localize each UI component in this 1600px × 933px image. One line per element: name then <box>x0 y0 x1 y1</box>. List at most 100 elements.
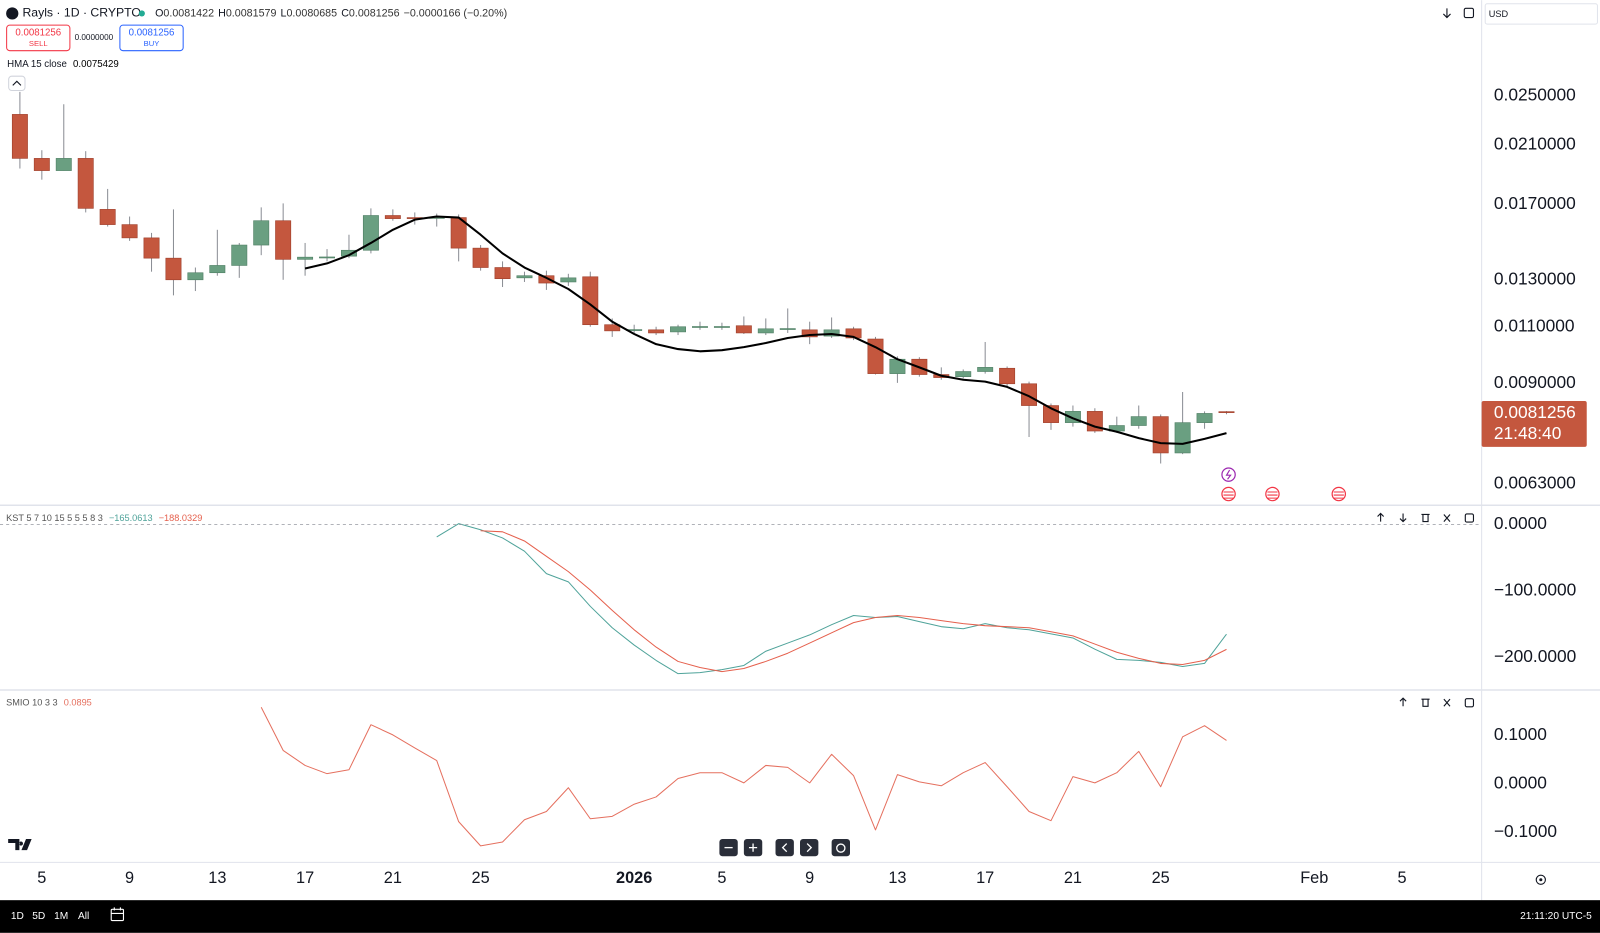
ohlc-value: 0.0081422 <box>163 7 214 19</box>
candle-body <box>692 326 708 328</box>
y-tick-label: 0.0250000 <box>1494 85 1576 105</box>
buy-button[interactable] <box>119 24 184 52</box>
x-tick-label: Feb <box>1300 869 1328 887</box>
y-tick-label: 0.1000 <box>1494 724 1547 744</box>
x-tick-label: 25 <box>472 869 490 887</box>
y-tick-label: 0.0000 <box>1494 772 1547 792</box>
event-glyph <box>1225 469 1232 480</box>
y-tick-label: −0.1000 <box>1494 821 1557 841</box>
candle-body <box>779 328 796 330</box>
y-tick-label: 0.0110000 <box>1494 316 1575 336</box>
y-tick-label: 0.0063000 <box>1494 472 1576 492</box>
indicator-line <box>480 530 1227 673</box>
x-tick-label: 2026 <box>616 869 652 887</box>
smio-controls[interactable] <box>1399 697 1475 708</box>
candle-body <box>801 329 818 338</box>
x-tick-label: 25 <box>1152 869 1170 887</box>
candle-body <box>560 277 577 283</box>
navigation[interactable] <box>719 838 850 857</box>
candle-body <box>187 272 204 281</box>
candle-body <box>713 326 730 328</box>
legend-value: −165.0613 <box>109 513 153 523</box>
sell-price: 0.0081256 <box>15 27 61 38</box>
y-tick-label: −100.0000 <box>1494 580 1576 600</box>
range-button[interactable]: 1M <box>54 911 68 922</box>
x-tick-label: 5 <box>37 869 46 887</box>
legend-title: SMIO 10 3 3 <box>6 698 58 708</box>
legend-title: HMA 15 close <box>7 59 67 70</box>
axis-settings[interactable] <box>1535 874 1546 885</box>
ohlc-value: 0.0080685 <box>286 7 337 19</box>
calendar-glyph <box>111 907 124 914</box>
x-tick-label: 17 <box>976 869 994 887</box>
collapse-icon <box>12 80 22 86</box>
kst-controls[interactable] <box>1377 512 1475 523</box>
symbol-logo[interactable] <box>6 7 19 20</box>
indicator-line <box>260 707 1227 847</box>
smio-pane <box>260 707 1227 847</box>
x-tick-label: 13 <box>208 869 226 887</box>
candle-body <box>143 237 160 259</box>
ohlc-change: −0.0000166 (−0.20%) <box>404 7 508 19</box>
range-button[interactable]: All <box>78 911 89 922</box>
axis-settings-dot <box>1539 878 1543 882</box>
x-tick-label: 13 <box>888 869 906 887</box>
candle-body <box>757 328 774 334</box>
candle-body <box>1064 411 1081 423</box>
economic-event[interactable] <box>1265 486 1280 502</box>
candle-body <box>121 224 138 239</box>
candle-body <box>823 329 840 337</box>
currency-box[interactable] <box>1484 3 1598 25</box>
economic-event[interactable] <box>1221 486 1236 502</box>
candle-body <box>1021 383 1038 406</box>
candle-body <box>582 276 599 326</box>
economic-event[interactable] <box>1331 486 1347 502</box>
candle-body <box>538 275 555 284</box>
ohlc-legend: O0.0081422 H0.0081579 L0.0080685 C0.0081256… <box>155 7 507 19</box>
candle-body <box>604 324 621 332</box>
candle-body <box>1152 416 1169 454</box>
kst-pane <box>436 523 1227 675</box>
brand-logo[interactable] <box>8 838 32 851</box>
legend-value: −188.0329 <box>159 513 203 523</box>
candle-body <box>1218 411 1235 413</box>
download-icon[interactable] <box>1442 8 1451 19</box>
collapse-legend[interactable] <box>8 75 26 91</box>
legend-value: 0.0895 <box>64 698 92 708</box>
candle-body <box>319 256 335 259</box>
x-tick-label: 21 <box>384 869 402 887</box>
x-tick-label: 9 <box>805 869 814 887</box>
x-tick-label: 5 <box>717 869 726 887</box>
bottom-toolbar <box>0 900 1600 933</box>
ohlc-key: O <box>155 7 163 19</box>
candle-body <box>33 158 50 171</box>
sell-button[interactable] <box>6 24 71 52</box>
candle-body <box>209 265 226 274</box>
candle-body <box>165 257 182 281</box>
indicator-line <box>436 523 1227 675</box>
y-tick-label: 0.0170000 <box>1494 193 1576 213</box>
candle-body <box>955 371 972 377</box>
range-button[interactable]: 1D <box>11 911 24 922</box>
candle-body <box>670 326 686 333</box>
candle-body <box>494 267 511 280</box>
x-tick-label: 21 <box>1064 869 1082 887</box>
clock[interactable]: 21:11:20 UTC-5 <box>1520 911 1592 922</box>
ohlc-key: H <box>218 7 226 19</box>
y-tick-label: −200.0000 <box>1494 646 1576 666</box>
candle-body <box>516 275 533 279</box>
fullscreen-icon[interactable] <box>1463 7 1475 19</box>
candle-body <box>231 244 248 266</box>
goto-date[interactable] <box>110 908 125 922</box>
candle-body <box>472 247 489 268</box>
candle-body <box>275 220 292 260</box>
spread: 0.0000000 <box>75 33 114 42</box>
buy-price: 0.0081256 <box>129 27 175 38</box>
candle-body <box>648 329 665 334</box>
x-tick-label: 5 <box>1397 869 1406 887</box>
symbol-title[interactable]: Rayls · 1D · CRYPTO <box>22 6 141 20</box>
y-tick-label: 0.0090000 <box>1494 372 1576 392</box>
legend-value: 0.0075429 <box>73 59 119 70</box>
range-button[interactable]: 5D <box>32 911 45 922</box>
